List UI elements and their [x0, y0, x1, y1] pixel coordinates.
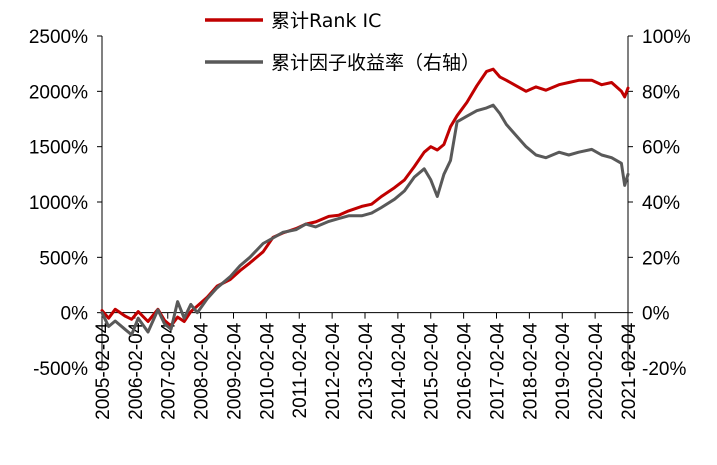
- legend-label-2: 累计因子收益率（右轴）: [271, 52, 480, 74]
- right-tick-label: 60%: [642, 138, 680, 159]
- x-tick-label: 2019-02-04: [553, 322, 574, 420]
- x-tick-label: 2007-02-04: [159, 322, 180, 420]
- x-tick-label: 2012-02-04: [323, 322, 344, 420]
- x-tick-label: 2014-02-04: [389, 322, 410, 420]
- right-tick-label: 80%: [642, 82, 680, 103]
- right-tick-label: 20%: [642, 248, 680, 269]
- x-tick-label: 2021-02-04: [619, 322, 640, 420]
- left-tick-label: 500%: [39, 248, 88, 269]
- left-tick-label: 1500%: [29, 138, 88, 159]
- right-tick-label: -20%: [642, 359, 686, 380]
- x-tick-label: 2015-02-04: [422, 322, 443, 420]
- x-tick-label: 2013-02-04: [356, 322, 377, 420]
- x-tick-label: 2010-02-04: [257, 322, 278, 420]
- legend-label-1: 累计Rank IC: [271, 10, 381, 32]
- x-tick-label: 2009-02-04: [225, 322, 246, 420]
- legend: 累计Rank IC 累计因子收益率（右轴）: [205, 10, 480, 74]
- left-tick-label: 2500%: [29, 27, 88, 48]
- x-tick-label: 2017-02-04: [488, 322, 509, 420]
- x-tick-label: 2011-02-04: [290, 322, 311, 418]
- x-tick-label: 2020-02-04: [586, 322, 607, 420]
- axes: 2500% 2000% 1500% 1000% 500% 0% -500% 100% 80% 60…: [29, 27, 691, 420]
- left-tick-label: 2000%: [29, 82, 88, 103]
- x-tick-label: 2006-02-04: [126, 322, 147, 420]
- x-tick-label: 2008-02-04: [192, 322, 213, 420]
- series-line-2: [100, 103, 630, 337]
- x-tick-label: 2016-02-04: [455, 322, 476, 420]
- right-tick-label: 40%: [642, 193, 680, 214]
- left-tick-label: -500%: [33, 359, 88, 380]
- right-tick-label: 100%: [642, 27, 691, 48]
- left-tick-label: 1000%: [29, 193, 88, 214]
- series-layer: [100, 67, 630, 337]
- right-tick-label: 0%: [642, 304, 670, 325]
- series-line-1: [100, 67, 630, 328]
- x-tick-label: 2018-02-04: [520, 322, 541, 420]
- left-tick-label: 0%: [61, 304, 89, 325]
- x-tick-label: 2005-02-04: [93, 322, 114, 420]
